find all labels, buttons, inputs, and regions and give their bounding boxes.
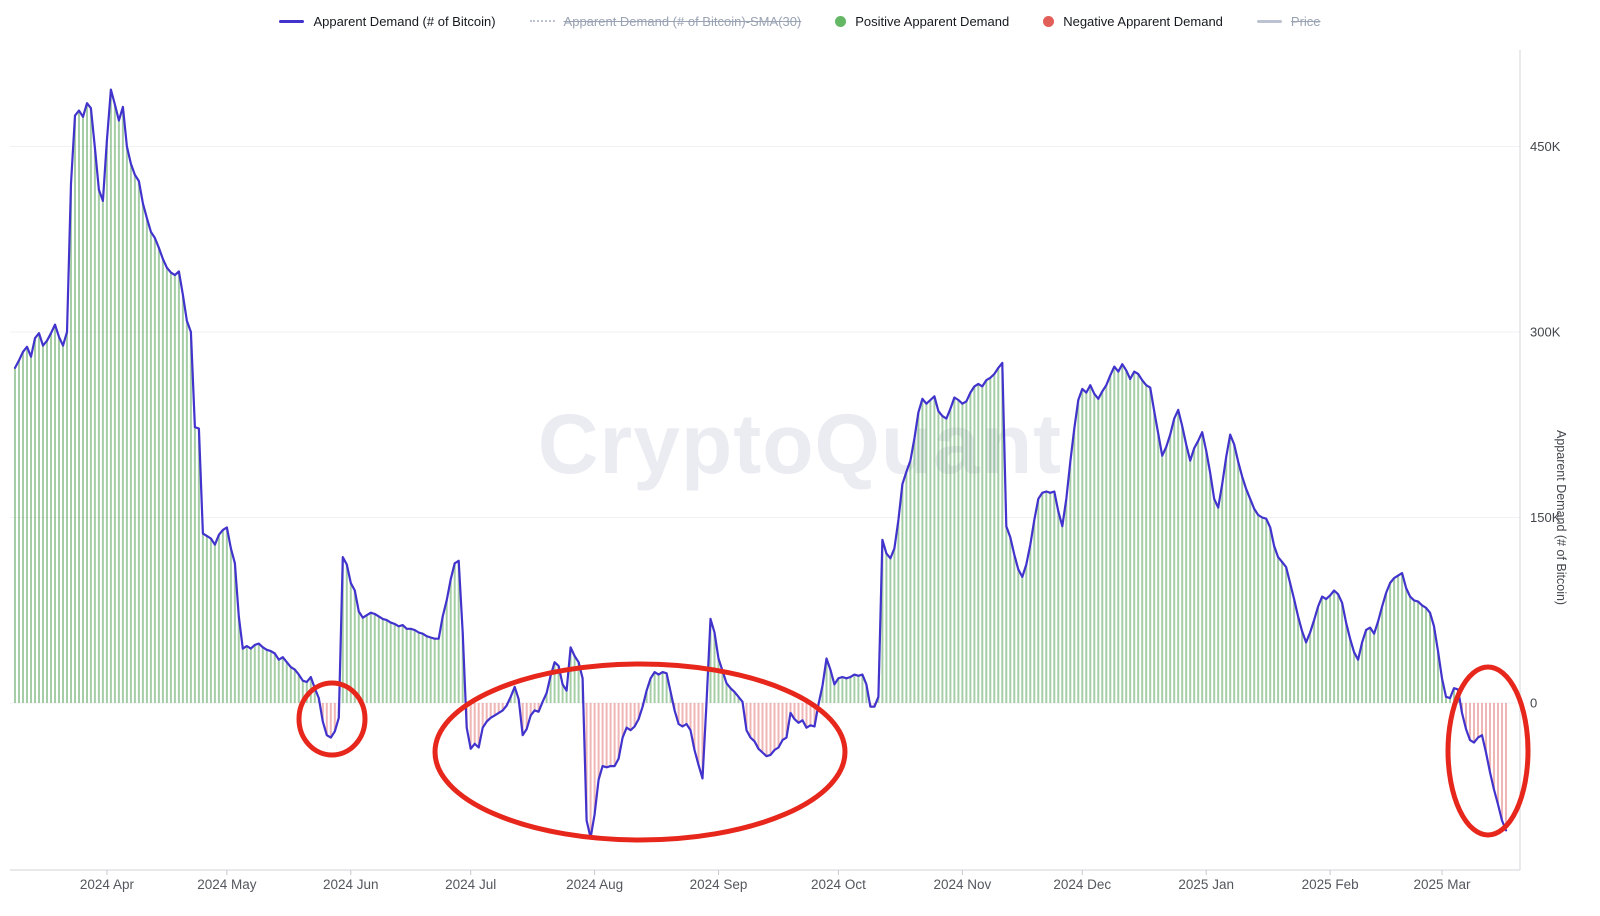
positive-demand-bars: [14, 89, 1459, 703]
x-tick-label: 2024 Oct: [811, 877, 866, 892]
x-tick-label: 2025 Feb: [1302, 877, 1359, 892]
apparent-demand-line: [13, 88, 1508, 839]
x-tick-label: 2024 Aug: [566, 877, 623, 892]
y-tick-label: 450K: [1530, 139, 1561, 154]
y-axis-title: Apparent Demand (# of Bitcoin): [1554, 430, 1568, 606]
x-tick-label: 2024 Dec: [1053, 877, 1111, 892]
legend-swatch-icon: [1256, 19, 1282, 23]
x-tick-label: 2025 Jan: [1178, 877, 1234, 892]
annotation-ellipse: [1445, 664, 1531, 838]
x-tick-label: 2024 Sep: [690, 877, 748, 892]
legend-swatch-icon: [835, 15, 847, 27]
y-tick-label: 300K: [1530, 324, 1561, 339]
annotation-ellipse: [296, 680, 368, 758]
legend-item-3[interactable]: Negative Apparent Demand: [1043, 14, 1223, 29]
x-tick-label: 2024 Jul: [445, 877, 496, 892]
annotation-ellipse: [432, 661, 848, 843]
legend-label: Apparent Demand (# of Bitcoin): [313, 13, 496, 29]
x-tick-label: 2025 Mar: [1414, 877, 1472, 892]
legend-item-0[interactable]: Apparent Demand (# of Bitcoin): [279, 13, 496, 29]
legend-swatch-icon: [529, 20, 555, 22]
legend: Apparent Demand (# of Bitcoin) Apparent D…: [0, 8, 1600, 34]
legend-label: Apparent Demand (# of Bitcoin)-SMA(30): [563, 13, 802, 29]
y-tick-label: 0: [1530, 696, 1537, 711]
x-tick-label: 2024 May: [197, 877, 257, 892]
legend-label: Price: [1290, 13, 1321, 29]
negative-demand-bars: [321, 703, 1507, 838]
x-tick-label: 2024 Apr: [80, 877, 135, 892]
y-tick-label: 150K: [1530, 510, 1561, 525]
legend-label: Negative Apparent Demand: [1063, 13, 1223, 29]
legend-label: Positive Apparent Demand: [855, 13, 1010, 29]
legend-item-4[interactable]: Price: [1256, 13, 1321, 29]
legend-item-1[interactable]: Apparent Demand (# of Bitcoin)-SMA(30): [529, 13, 802, 29]
x-tick-label: 2024 Nov: [933, 877, 991, 892]
legend-swatch-icon: [279, 19, 305, 23]
legend-item-2[interactable]: Positive Apparent Demand: [835, 14, 1009, 29]
legend-swatch-icon: [1043, 15, 1055, 27]
x-tick-label: 2024 Jun: [323, 877, 379, 892]
